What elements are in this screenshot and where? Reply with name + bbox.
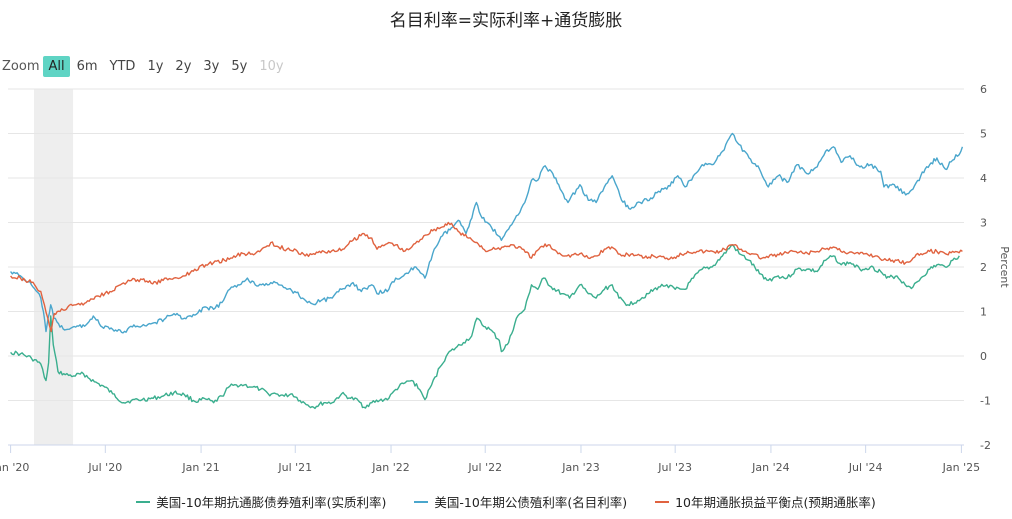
zoom-button-2y[interactable]: 2y [175, 58, 192, 74]
y-tick-label: 0 [980, 350, 987, 363]
legend-item-inflation[interactable]: 10年期通胀损益平衡点(预期通胀率) [655, 492, 876, 511]
zoom-button-ytd[interactable]: YTD [109, 58, 136, 74]
zoom-button-all[interactable]: All [43, 55, 70, 77]
legend-swatch-real-rate [136, 500, 151, 503]
x-tick-label: Jan '24 [751, 461, 789, 474]
series-line-2 [10, 221, 963, 333]
y-tick-label: 4 [980, 172, 987, 185]
zoom-button-3y[interactable]: 3y [203, 58, 220, 74]
x-tick-label: Jan '25 [942, 461, 980, 474]
series-line-1 [10, 132, 964, 334]
x-tick-label: Jul '20 [87, 461, 122, 474]
zoom-button-1y[interactable]: 1y [147, 58, 164, 74]
legend-swatch-inflation [655, 500, 670, 503]
y-tick-label: -2 [980, 439, 991, 452]
x-tick-label: Jul '24 [848, 461, 883, 474]
chart-title: 名目利率=实际利率+通货膨胀 [389, 11, 623, 31]
y-tick-label: 5 [980, 128, 987, 141]
y-tick-label: 3 [980, 217, 987, 230]
x-tick-label: Jul '22 [467, 461, 502, 474]
y-axis-title: Percent [998, 246, 1011, 288]
legend-label-nominal-rate: 美国-10年期公债殖利率(名目利率) [434, 495, 628, 510]
legend-label-inflation: 10年期通胀损益平衡点(预期通胀率) [675, 495, 876, 510]
legend-label-real-rate: 美国-10年期抗通膨债券殖利率(实质利率) [156, 495, 387, 510]
series-line-0 [10, 244, 960, 410]
legend-swatch-nominal-rate [414, 500, 429, 503]
x-tick-label: Jan '22 [371, 461, 409, 474]
zoom-button-5y[interactable]: 5y [231, 58, 248, 74]
zoom-bar: Zoom All 6m YTD 1y 2y 3y 5y 10y [2, 55, 291, 77]
zoom-button-10y: 10y [259, 58, 284, 74]
zoom-label: Zoom [2, 58, 40, 74]
legend-item-real-rate[interactable]: 美国-10年期抗通膨债券殖利率(实质利率) [136, 492, 386, 511]
x-tick-label: Jul '23 [657, 461, 692, 474]
y-tick-label: 2 [980, 261, 987, 274]
zoom-button-6m[interactable]: 6m [76, 58, 98, 74]
legend-item-nominal-rate[interactable]: 美国-10年期公债殖利率(名目利率) [414, 492, 627, 511]
y-tick-label: -1 [980, 395, 991, 408]
y-tick-label: 1 [980, 306, 987, 319]
chart-legend: 美国-10年期抗通膨债券殖利率(实质利率) 美国-10年期公债殖利率(名目利率)… [0, 492, 1012, 511]
x-tick-label: Jan '20 [0, 461, 29, 474]
x-tick-label: Jul '21 [277, 461, 312, 474]
x-tick-label: Jan '21 [181, 461, 219, 474]
y-tick-label: 6 [980, 83, 987, 96]
x-tick-label: Jan '23 [561, 461, 599, 474]
